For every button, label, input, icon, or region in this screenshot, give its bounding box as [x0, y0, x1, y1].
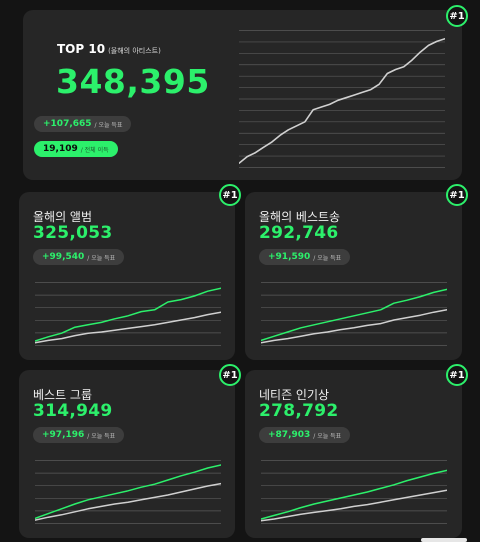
secondary-series-line	[261, 309, 447, 344]
home-indicator	[421, 538, 467, 542]
primary-series-line	[35, 464, 221, 520]
category-card-best-song[interactable]: 올해의 베스트송 292,746 +91,590/ 오늘 득표	[245, 192, 462, 360]
category-card-chart	[261, 460, 447, 524]
category-card-title: 올해의 앨범	[33, 210, 93, 224]
top-card-subtitle: (올해의 아티스트)	[108, 47, 161, 55]
category-card-today-votes: +87,903/ 오늘 득표	[259, 427, 351, 443]
top-card-today-votes: +107,665/ 오늘 득표	[34, 116, 132, 132]
category-card-vote-total: 278,792	[259, 401, 339, 421]
top-card-title: TOP 10 (올해의 아티스트)	[57, 42, 161, 56]
category-card-chart	[261, 282, 447, 346]
category-card-today-votes: +99,540/ 오늘 득표	[33, 249, 125, 265]
secondary-series-line	[239, 37, 445, 165]
category-card-vote-total: 292,746	[259, 223, 339, 243]
top-card-lead-margin: 19,109/ 전체 이득	[34, 141, 118, 157]
category-card-vote-total: 325,053	[33, 223, 113, 243]
category-card-today-votes: +97,196/ 오늘 득표	[33, 427, 125, 443]
best-group-rank-badge: #1	[219, 364, 241, 386]
primary-series-line	[35, 287, 221, 342]
category-card-best-group[interactable]: 베스트 그룹 314,949 +97,196/ 오늘 득표	[19, 370, 235, 538]
top-artist-card[interactable]: TOP 10 (올해의 아티스트) 348,395 +107,665/ 오늘 득표…	[23, 10, 462, 180]
category-card-title: 네티즌 인기상	[259, 388, 330, 402]
category-card-album[interactable]: 올해의 앨범 325,053 +99,540/ 오늘 득표	[19, 192, 235, 360]
category-card-title: 베스트 그룹	[33, 388, 93, 402]
category-card-netizen-popularity[interactable]: 네티즌 인기상 278,792 +87,903/ 오늘 득표	[245, 370, 462, 538]
secondary-series-line	[261, 489, 447, 522]
top-card-vote-total: 348,395	[56, 62, 210, 101]
best-song-rank-badge: #1	[446, 184, 468, 206]
primary-series-line	[261, 469, 447, 520]
secondary-series-line	[35, 311, 221, 344]
category-card-vote-total: 314,949	[33, 401, 113, 421]
primary-series-line	[261, 288, 447, 342]
top-card-rank-badge: #1	[446, 5, 468, 27]
netizen-rank-badge: #1	[446, 364, 468, 386]
category-card-chart	[35, 282, 221, 346]
category-card-chart	[35, 460, 221, 524]
category-card-title: 올해의 베스트송	[259, 210, 341, 224]
top-card-chart	[239, 30, 445, 168]
secondary-series-line	[35, 482, 221, 521]
category-card-today-votes: +91,590/ 오늘 득표	[259, 249, 351, 265]
album-rank-badge: #1	[219, 184, 241, 206]
